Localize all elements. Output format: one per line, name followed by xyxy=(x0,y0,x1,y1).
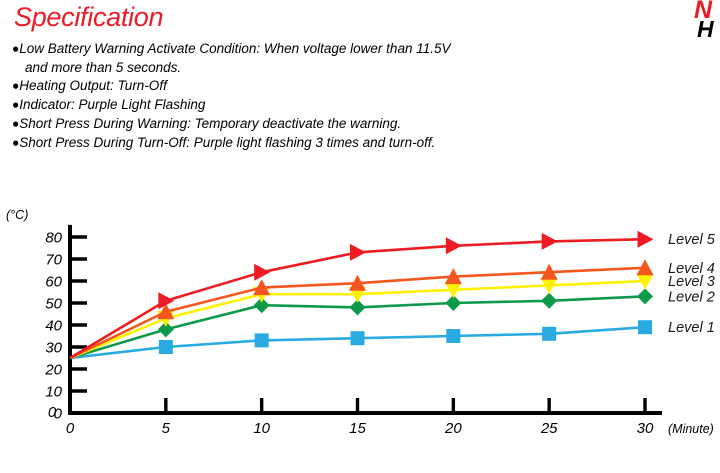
data-point-marker xyxy=(349,286,366,303)
list-item-text: Low Battery Warning Activate Condition: … xyxy=(19,41,451,56)
chart-series xyxy=(69,288,653,360)
legend-item-label: Level 5 xyxy=(668,232,716,248)
list-item-text: Short Press During Warning: Temporary de… xyxy=(19,115,402,131)
chart-series xyxy=(69,259,654,360)
y-tick-label: 50 xyxy=(45,296,62,313)
y-tick-label: 70 xyxy=(45,252,62,269)
data-point-marker xyxy=(541,292,558,309)
legend-item-label: Level 1 xyxy=(668,320,715,336)
list-item: ●Heating Output: Turn-Off xyxy=(12,77,712,95)
y-tick-label: 60 xyxy=(45,274,62,291)
y-tick-label: 30 xyxy=(45,340,62,357)
list-item: ●Low Battery Warning Activate Condition:… xyxy=(12,40,712,58)
x-axis-ticks: 0 5 10 15 20 25 30 xyxy=(66,398,654,437)
data-point-marker xyxy=(637,230,654,248)
y-tick-label: 80 xyxy=(45,230,62,247)
data-point-marker xyxy=(157,303,175,320)
data-point-marker xyxy=(349,299,366,316)
data-point-marker xyxy=(254,263,271,281)
data-point-marker xyxy=(445,237,462,255)
legend-item-label: Level 4 xyxy=(668,261,715,277)
brand-logo-red-partial: N xyxy=(694,0,713,24)
bullet-icon: ● xyxy=(12,41,20,56)
chart-series xyxy=(69,320,652,360)
data-point-marker xyxy=(349,274,366,291)
data-point-marker xyxy=(158,292,175,310)
x-tick-label: 25 xyxy=(540,420,558,437)
bullet-icon: ● xyxy=(12,135,20,149)
data-point-marker xyxy=(254,333,269,348)
data-point-marker xyxy=(350,243,366,261)
data-point-marker xyxy=(158,340,173,354)
temperature-vs-time-chart: 0 10 20 30 40 50 60 70 80 (°C) 0 5 10 15 20 25 30 0 (Minut… xyxy=(0,196,720,473)
page-title: Specification xyxy=(14,2,164,32)
data-point-marker xyxy=(445,295,462,311)
y-origin-label: 0 xyxy=(48,404,57,421)
list-item-text: Short Press During Turn-Off: Purple ligh… xyxy=(19,134,436,150)
list-item: ●Short Press During Warning: Temporary d… xyxy=(12,115,712,133)
data-point-marker xyxy=(542,326,557,341)
y-axis-ticks: 0 10 20 30 40 50 60 70 80 xyxy=(44,230,87,423)
data-point-marker xyxy=(636,273,654,290)
y-axis-unit-label: (°C) xyxy=(6,208,28,222)
legend-item-label: Level 2 xyxy=(668,289,715,305)
x-tick-label: 20 xyxy=(444,420,462,437)
data-point-marker xyxy=(157,321,174,338)
y-tick-label: 20 xyxy=(44,362,62,379)
data-point-marker xyxy=(637,288,653,305)
data-point-marker xyxy=(540,277,558,294)
brand-logo-black-partial: H xyxy=(697,16,714,42)
list-item: ●Indicator: Purple Light Flashing xyxy=(12,96,712,114)
x-axis-unit-label: (Minute) xyxy=(668,422,714,436)
bullet-icon: ● xyxy=(12,97,20,111)
y-tick-label: 0 xyxy=(54,406,63,423)
data-point-marker xyxy=(350,331,365,346)
data-point-marker xyxy=(253,279,271,296)
x-tick-label: 10 xyxy=(253,420,270,437)
data-point-marker xyxy=(540,263,558,280)
list-item-continuation: and more than 5 seconds. xyxy=(25,60,182,75)
chart-canvas: 0 10 20 30 40 50 60 70 80 (°C) 0 5 10 15 20 25 30 0 (Minut… xyxy=(6,208,716,437)
bullet-icon: ● xyxy=(12,78,20,92)
data-point-marker xyxy=(636,259,654,276)
data-point-marker xyxy=(638,320,652,335)
legend-item-label: Level 3 xyxy=(668,274,715,290)
specification-list: ●Low Battery Warning Activate Condition:… xyxy=(12,40,712,153)
bullet-icon: ● xyxy=(12,116,20,130)
data-point-marker xyxy=(444,282,462,299)
list-item: ●Short Press During Turn-Off: Purple lig… xyxy=(12,134,712,152)
y-tick-label: 10 xyxy=(45,384,62,401)
x-tick-label: 15 xyxy=(349,420,366,437)
list-item-text: Indicator: Purple Light Flashing xyxy=(19,96,206,112)
data-point-marker xyxy=(253,297,270,314)
y-tick-label: 40 xyxy=(45,318,62,335)
data-point-marker xyxy=(446,329,461,343)
list-item-text: Heating Output: Turn-Off xyxy=(19,77,167,93)
data-point-marker xyxy=(444,268,462,285)
data-point-marker xyxy=(541,232,558,250)
x-tick-label: 30 xyxy=(637,420,654,437)
x-tick-label: 5 xyxy=(162,420,171,437)
x-tick-label: 0 xyxy=(66,420,75,437)
chart-series xyxy=(69,230,654,360)
